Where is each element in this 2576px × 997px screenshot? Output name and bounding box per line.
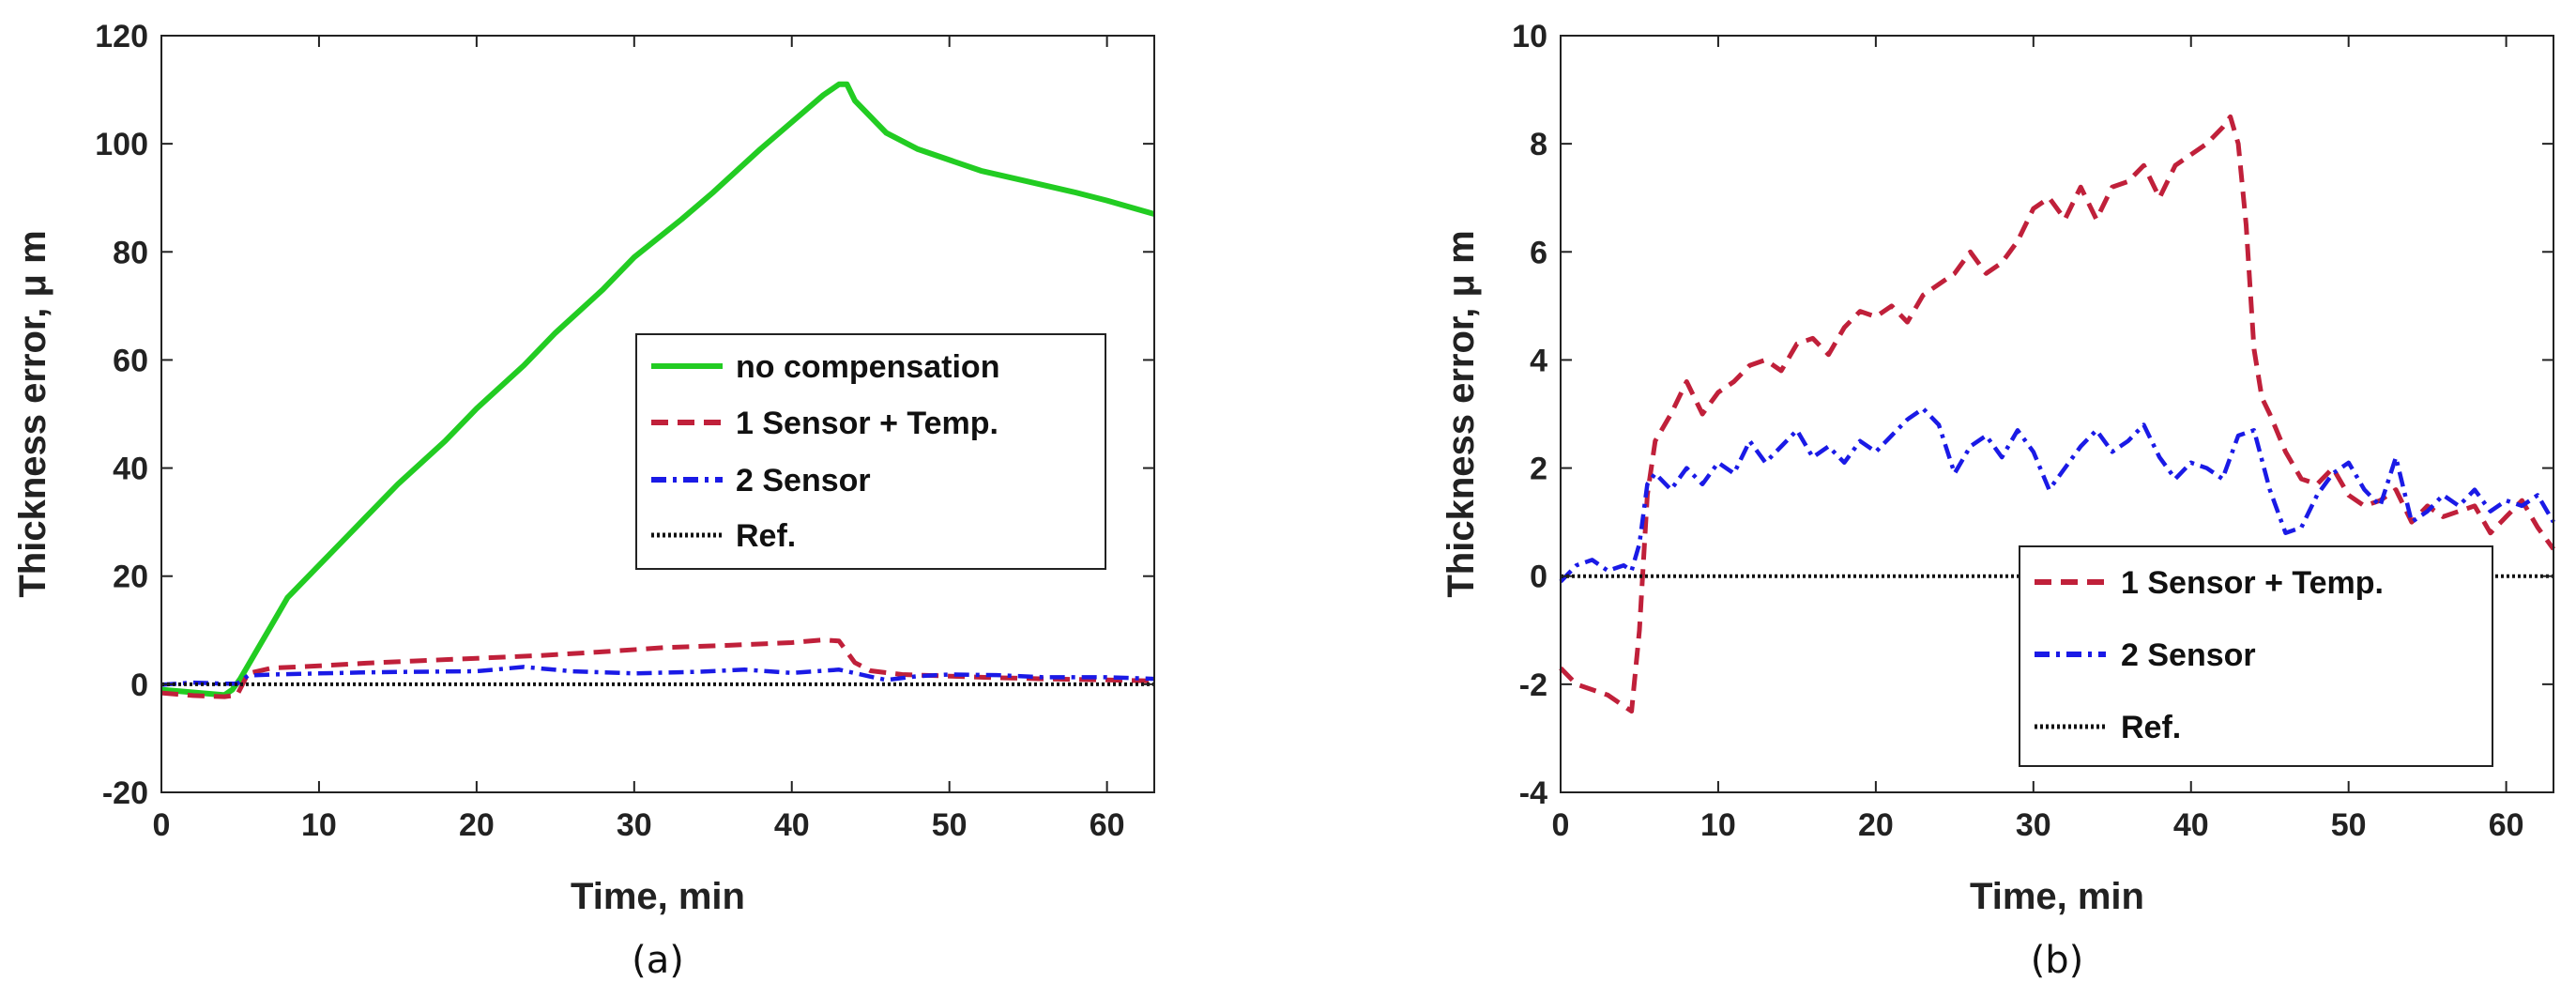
x-tick-label: 50 [2331,807,2367,843]
series-line-2-sensor-b [1559,406,2555,584]
legend-box-a [635,333,1106,570]
x-tick-label: 40 [2173,807,2209,843]
x-tick-label: 30 [617,807,652,843]
x-tick-label: 0 [153,807,171,843]
legend-label-2-sensor-a: 2 Sensor [736,463,871,498]
x-tick-label: 30 [2016,807,2051,843]
legend-a: no compensation 1 Sensor + Temp. 2 Senso… [635,333,1106,570]
y-tick-label: 0 [1530,560,1547,595]
y-tick-label: 20 [113,560,148,595]
y-tick-label: 0 [130,667,148,703]
x-tick-label: 40 [774,807,810,843]
caption-a: (a) [632,939,684,982]
series-line-1-sensor-temp-a [160,637,1155,699]
x-tick-label: 20 [1858,807,1894,843]
y-tick-label: 10 [1512,19,1547,54]
y-tick-label: -4 [1519,775,1547,811]
y-tick-label: 2 [1530,452,1547,487]
y-tick-label: 8 [1530,127,1547,162]
legend-label-ref-b: Ref. [2121,710,2181,745]
x-tick-label: 10 [1700,807,1736,843]
y-tick-label: -20 [102,775,148,811]
y-tick-label: -2 [1519,667,1547,703]
y-tick-label: 40 [113,452,148,487]
y-tick-label: 6 [1530,235,1547,270]
legend-label-1-sensor-temp-a: 1 Sensor + Temp. [736,406,998,441]
x-axis-label-b: Time, min [1970,876,2144,917]
y-tick-label: 4 [1530,343,1547,378]
plot-frame-b [1560,35,2554,793]
y-tick-label: 100 [95,127,148,162]
x-tick-label: 50 [932,807,968,843]
chart-panel-b: 0 10 20 30 40 50 60 -4 -2 0 2 4 6 8 10 Time, min Thick… [1440,19,2556,982]
x-tick-label: 20 [459,807,495,843]
legend-label-ref-a: Ref. [736,518,796,554]
plot-frame-a [160,35,1155,793]
series-line-no-compensation-a [160,81,1155,698]
series-group-a [160,81,1155,699]
legend-label-no-compensation: no compensation [736,349,999,385]
legend-label-2-sensor-b: 2 Sensor [2121,637,2256,673]
x-tick-label: 60 [2489,807,2524,843]
x-axis-label-a: Time, min [571,876,745,917]
x-tick-label: 10 [301,807,337,843]
y-tick-label: 120 [95,19,148,54]
legend-label-1-sensor-temp-b: 1 Sensor + Temp. [2121,565,2384,601]
y-axis-label-a: Thickness error, μ m [12,230,53,597]
y-axis-label-b: Thickness error, μ m [1440,230,1482,597]
x-tick-label: 0 [1552,807,1570,843]
ticks-group-b: 0 10 20 30 40 50 60 -4 -2 0 2 4 6 8 10 [1512,19,2553,843]
y-tick-label: 60 [113,343,148,378]
legend-b: 1 Sensor + Temp. 2 Sensor Ref. [2019,545,2493,767]
caption-b: (b) [2031,939,2084,982]
y-tick-label: 80 [113,235,148,270]
x-tick-label: 60 [1090,807,1125,843]
